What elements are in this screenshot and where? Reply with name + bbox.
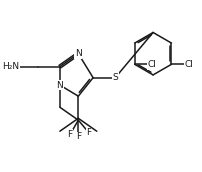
- Text: F: F: [76, 132, 81, 141]
- Text: N: N: [57, 80, 63, 90]
- Text: Cl: Cl: [148, 60, 157, 69]
- Text: F: F: [86, 128, 92, 137]
- Text: H₂N: H₂N: [2, 62, 19, 71]
- Text: N: N: [75, 49, 82, 58]
- Text: Cl: Cl: [184, 60, 193, 69]
- Text: F: F: [67, 130, 73, 139]
- Text: S: S: [112, 73, 118, 82]
